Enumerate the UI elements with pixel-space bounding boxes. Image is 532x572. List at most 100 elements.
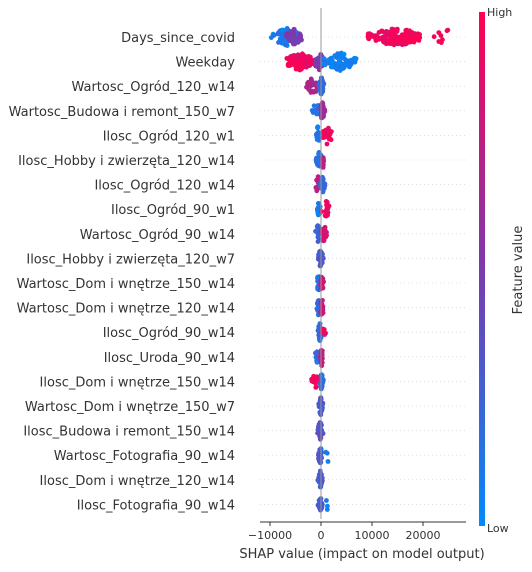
shap-point — [313, 385, 319, 390]
feature-label: Ilosc_Uroda_90_w14 — [104, 351, 235, 366]
shap-point — [322, 183, 328, 189]
feature-label: Ilosc_Hobby i zwierzęta_120_w7 — [26, 252, 235, 267]
shap-point — [410, 39, 416, 44]
shap-point — [322, 213, 328, 219]
feature-label: Ilosc_Dom i wnętrze_120_w14 — [40, 474, 235, 489]
shap-point — [307, 54, 312, 60]
feature-label: Wartosc_Ogród_90_w14 — [80, 228, 235, 243]
shap-point — [321, 377, 326, 383]
colorbar: High Low Feature value — [479, 6, 526, 535]
shap-point — [369, 32, 374, 38]
shap-point — [322, 332, 328, 337]
shap-point — [319, 209, 325, 215]
shap-point — [322, 224, 328, 230]
colorbar-high-label: High — [487, 6, 512, 19]
shap-point — [314, 306, 320, 311]
shap-point — [316, 201, 322, 207]
shap-point — [317, 475, 323, 481]
shap-point — [320, 103, 326, 108]
shap-point — [280, 34, 285, 40]
feature-label: Ilosc_Ogród_90_w1 — [111, 203, 235, 218]
shap-point — [279, 27, 285, 33]
shap-point — [318, 431, 323, 437]
shap-point — [324, 202, 329, 208]
feature-label: Ilosc_Budowa i remont_150_w14 — [23, 425, 235, 440]
shap-point — [416, 36, 421, 41]
shap-point — [382, 35, 388, 41]
feature-rows: Days_since_covid Weekday Wartosc_Ogród_120… — [9, 31, 466, 513]
shap-point — [343, 57, 349, 63]
shap-point — [387, 38, 393, 44]
shap-point — [324, 141, 330, 147]
shap-point — [316, 452, 321, 458]
shap-point — [323, 449, 329, 455]
shap-point — [399, 32, 405, 38]
shap-point — [336, 56, 342, 62]
x-tick-label: 0 — [318, 529, 325, 542]
shap-point — [316, 401, 322, 407]
shap-point — [322, 134, 328, 140]
shap-point — [317, 263, 323, 269]
feature-label: Wartosc_Dom i wnętrze_150_w14 — [17, 277, 235, 292]
shap-points — [268, 26, 451, 513]
shap-point — [304, 84, 309, 90]
x-axis: −10000 0 10000 20000 — [248, 521, 466, 542]
shap-point — [338, 64, 343, 69]
shap-point — [444, 28, 450, 34]
shap-point — [348, 59, 354, 65]
x-axis-label: SHAP value (impact on model output) — [239, 547, 484, 562]
x-tick-label: 20000 — [406, 529, 441, 542]
shap-point — [316, 324, 322, 330]
shap-point — [328, 55, 334, 61]
shap-point — [287, 63, 293, 68]
shap-point — [320, 177, 326, 183]
shap-point — [320, 165, 326, 170]
shap-point — [384, 29, 389, 34]
shap-point — [431, 34, 437, 40]
shap-point — [310, 88, 316, 94]
shap-point — [396, 37, 401, 43]
shap-point — [313, 380, 318, 386]
shap-point — [305, 79, 311, 85]
shap-point — [315, 174, 321, 180]
shap-point — [324, 498, 329, 503]
shap-point — [438, 33, 444, 38]
shap-point — [319, 275, 325, 280]
shap-point — [298, 36, 304, 41]
feature-label: Ilosc_Dom i wnętrze_150_w14 — [40, 375, 235, 390]
shap-point — [304, 61, 310, 67]
shap-point — [319, 256, 325, 261]
shap-point — [315, 124, 321, 130]
feature-label: Ilosc_Ogród_90_w14 — [103, 326, 235, 341]
shap-point — [314, 359, 320, 365]
feature-label: Ilosc_Ogród_120_w1 — [103, 129, 235, 144]
shap-point — [316, 422, 322, 427]
shap-point — [319, 186, 324, 191]
shap-point — [293, 36, 299, 42]
shap-point — [297, 31, 303, 37]
colorbar-gradient — [479, 12, 485, 526]
shap-point — [271, 32, 277, 38]
feature-label: Wartosc_Dom i wnętrze_120_w14 — [17, 302, 235, 317]
shap-point — [374, 34, 379, 40]
shap-point — [343, 62, 349, 68]
feature-label: Ilosc_Ogród_120_w14 — [94, 179, 235, 194]
shap-point — [311, 103, 317, 109]
shap-point — [329, 63, 335, 69]
shap-point — [403, 28, 409, 33]
shap-point — [379, 28, 384, 34]
shap-point — [415, 31, 421, 37]
shap-point — [323, 232, 328, 238]
shap-point — [315, 234, 321, 240]
shap-point — [321, 157, 326, 163]
shap-point — [316, 151, 321, 157]
feature-label: Wartosc_Dom i wnętrze_150_w7 — [25, 400, 235, 415]
shap-point — [440, 37, 445, 43]
shap-point — [315, 239, 321, 245]
shap-point — [322, 58, 328, 64]
shap-point — [314, 110, 320, 116]
shap-point — [311, 82, 317, 88]
shap-point — [319, 372, 324, 378]
shap-point — [325, 503, 330, 509]
